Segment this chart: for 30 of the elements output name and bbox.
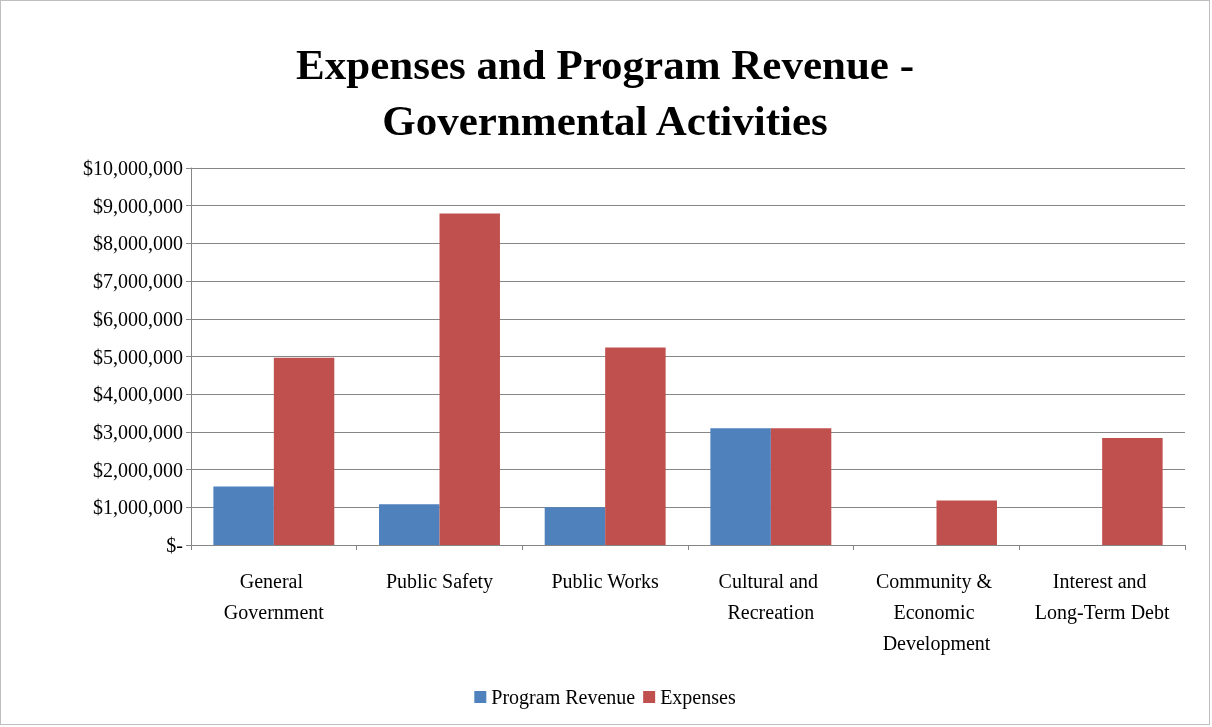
x-tick-label: Public Safety: [385, 569, 494, 593]
y-tick-label: $10,000,000: [83, 157, 183, 179]
y-tick-label: $5,000,000: [93, 345, 183, 368]
y-tick-label: $6,000,000: [93, 307, 183, 330]
bar: [936, 500, 997, 545]
y-tick-label: $1,000,000: [93, 496, 183, 519]
legend-label: Program Revenue: [491, 686, 636, 709]
x-tick-label: General Government: [223, 569, 325, 623]
y-tick-label: $-: [166, 534, 183, 556]
y-tick-label: $2,000,000: [93, 458, 183, 481]
bar: [1102, 437, 1163, 545]
bar: [544, 507, 606, 545]
bar: [710, 428, 771, 545]
x-tick-label: Interest and Long-Term Debt: [1034, 569, 1170, 624]
y-tick-label: $9,000,000: [93, 194, 183, 217]
x-tick-label: Community & Economic Development: [875, 569, 998, 655]
x-tick-label: Cultural and Recreation: [718, 569, 824, 623]
y-tick-label: $8,000,000: [93, 232, 183, 255]
chart-title: Expenses and Program Revenue - Governmental Activities: [296, 40, 914, 144]
y-tick-label: $3,000,000: [93, 420, 183, 443]
bar: [273, 357, 335, 545]
y-tick-label: $7,000,000: [93, 270, 183, 293]
bar: [439, 213, 500, 545]
bar: [770, 428, 832, 545]
bar: [379, 504, 440, 545]
bar: [605, 347, 666, 545]
x-tick-label: Public Works: [551, 569, 660, 592]
y-tick-label: $4,000,000: [93, 383, 183, 406]
bar: [213, 486, 274, 545]
legend-label: Expenses: [660, 686, 736, 709]
